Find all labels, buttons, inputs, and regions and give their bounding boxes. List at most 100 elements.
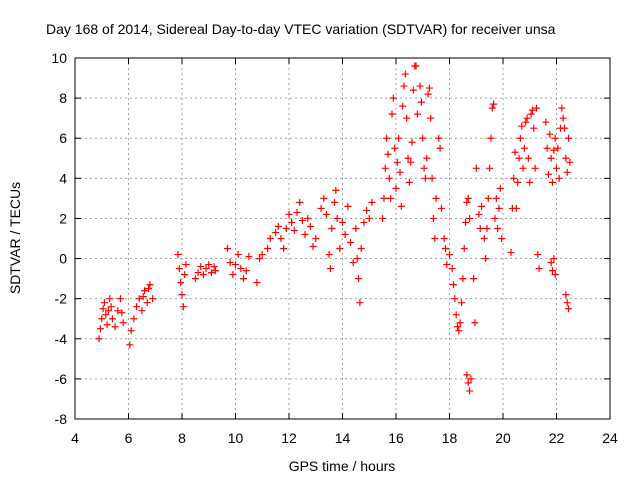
- data-point: [542, 118, 550, 126]
- data-point: [282, 224, 290, 232]
- data-point: [544, 170, 552, 178]
- data-point: [384, 150, 392, 158]
- data-point: [102, 311, 110, 319]
- data-point: [383, 134, 391, 142]
- y-tick-label: -8: [55, 411, 68, 427]
- data-point: [99, 305, 107, 313]
- data-point: [437, 204, 445, 212]
- data-point: [419, 134, 427, 142]
- y-axis-title: SDTVAR / TECUs: [7, 182, 23, 294]
- data-point: [563, 299, 571, 307]
- data-point: [385, 174, 393, 182]
- data-point: [403, 114, 411, 122]
- data-point: [554, 144, 562, 152]
- data-point: [443, 261, 451, 269]
- data-point: [528, 106, 536, 114]
- x-tick-label: 12: [281, 430, 297, 446]
- data-point: [363, 206, 371, 214]
- data-point: [475, 210, 483, 218]
- data-point: [133, 303, 141, 311]
- data-point: [317, 204, 325, 212]
- data-point: [507, 249, 515, 257]
- data-point: [355, 275, 363, 283]
- data-point: [341, 230, 349, 238]
- data-point: [486, 164, 494, 172]
- data-point: [288, 218, 296, 226]
- data-point: [266, 235, 274, 242]
- data-point: [127, 327, 135, 335]
- data-point: [488, 104, 496, 112]
- data-point: [428, 174, 436, 182]
- data-point: [495, 204, 503, 212]
- x-tick-label: 10: [228, 430, 244, 446]
- data-point: [211, 267, 219, 275]
- data-point: [293, 208, 301, 216]
- data-point: [440, 235, 448, 242]
- data-point: [352, 224, 360, 232]
- data-points: [95, 62, 574, 395]
- data-point: [194, 269, 202, 277]
- x-tick-label: 4: [71, 430, 79, 446]
- data-point: [242, 267, 250, 275]
- data-point: [333, 214, 341, 222]
- data-point: [408, 138, 416, 146]
- data-point: [149, 295, 157, 303]
- x-tick-label: 6: [125, 430, 133, 446]
- x-tick-label: 8: [178, 430, 186, 446]
- y-tick-label: 10: [51, 50, 67, 66]
- data-point: [392, 184, 400, 192]
- data-point: [565, 134, 573, 142]
- data-point: [145, 285, 153, 293]
- data-point: [548, 267, 556, 275]
- data-point: [551, 134, 559, 142]
- y-tick-label: 2: [59, 210, 67, 226]
- data-point: [272, 228, 280, 236]
- data-point: [452, 311, 460, 319]
- data-point: [174, 251, 182, 259]
- data-point: [471, 319, 479, 327]
- data-point: [514, 178, 522, 186]
- data-point: [531, 164, 539, 172]
- data-point: [146, 281, 154, 289]
- data-point: [234, 251, 242, 259]
- data-point: [494, 224, 502, 232]
- data-point: [407, 158, 415, 166]
- data-point: [498, 235, 506, 242]
- chart-title: Day 168 of 2014, Sidereal Day-to-day VTE…: [46, 21, 556, 37]
- data-point: [510, 174, 518, 182]
- data-point: [232, 261, 239, 269]
- data-point: [482, 255, 490, 263]
- data-point: [446, 251, 453, 259]
- data-point: [179, 303, 187, 311]
- data-point: [566, 158, 574, 166]
- data-point: [388, 110, 396, 118]
- data-point: [339, 218, 346, 226]
- data-point: [454, 323, 462, 331]
- data-point: [106, 295, 114, 303]
- data-point: [111, 323, 119, 331]
- data-point: [550, 146, 558, 154]
- data-point: [332, 186, 340, 194]
- data-point: [226, 259, 234, 267]
- data-point: [320, 194, 328, 202]
- data-point: [103, 321, 111, 329]
- data-point: [256, 255, 264, 263]
- data-point: [245, 253, 253, 261]
- x-axis-title: GPS time / hours: [289, 458, 396, 474]
- data-point: [530, 124, 538, 132]
- data-point: [210, 263, 218, 271]
- data-point: [562, 154, 570, 162]
- y-tick-label: -6: [55, 371, 68, 387]
- data-point: [524, 154, 532, 162]
- data-point: [512, 204, 520, 212]
- data-point: [416, 82, 424, 90]
- data-point: [357, 245, 365, 253]
- data-point: [301, 230, 309, 238]
- data-point: [487, 134, 495, 142]
- data-point: [455, 327, 463, 335]
- data-point: [522, 118, 530, 126]
- data-point: [427, 114, 435, 122]
- y-tick-label: -4: [55, 331, 68, 347]
- data-point: [205, 261, 213, 269]
